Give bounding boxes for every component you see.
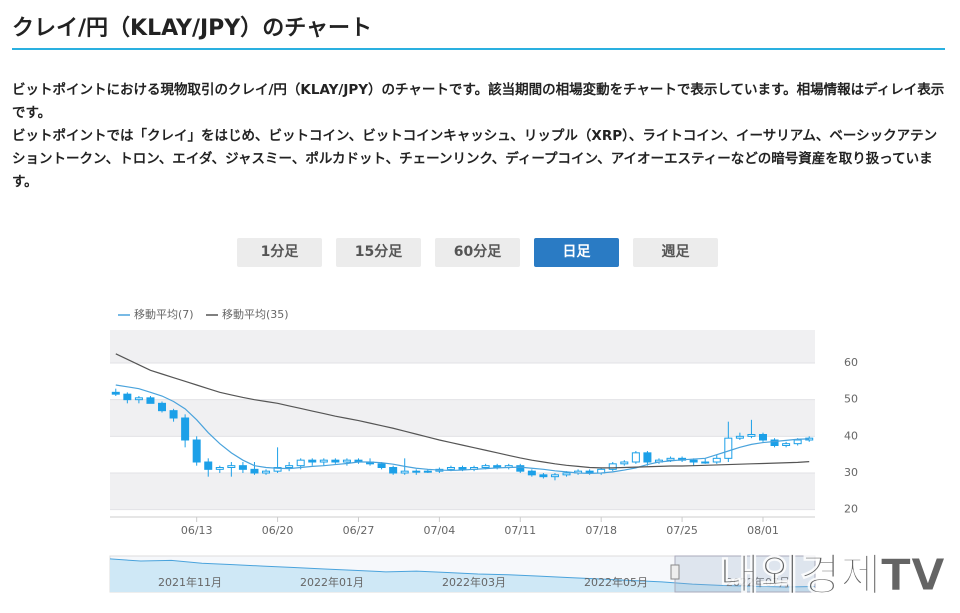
navigator-handle	[670, 564, 680, 580]
candle-body	[111, 391, 120, 395]
candle-body	[770, 439, 779, 446]
grid-band	[110, 399, 815, 437]
candle-body	[712, 457, 721, 463]
candle-body	[481, 465, 490, 469]
interval-button[interactable]: 1分足	[237, 238, 322, 267]
candle-body	[747, 434, 756, 437]
candle-body	[620, 461, 629, 465]
interval-button[interactable]: 週足	[633, 238, 718, 267]
candle-body	[204, 461, 213, 470]
x-tick-label: 08/01	[747, 524, 779, 537]
navigator-label: 2021年11月	[158, 575, 222, 589]
moving-average-line	[115, 353, 810, 469]
candle-body	[181, 417, 190, 441]
candle-body	[331, 459, 340, 463]
candle-body	[296, 459, 305, 467]
chart: 20 30 40 50 60 06/13 06/20 06/27 07/04 07/11 07/18…	[109, 307, 946, 602]
x-tick-label: 06/13	[181, 524, 213, 537]
legend-label: 移動平均(7)	[134, 307, 194, 321]
x-tick-label: 07/25	[666, 524, 698, 537]
candle-body	[562, 472, 571, 476]
candle-body	[215, 467, 224, 470]
candle-body	[377, 463, 386, 468]
y-tick-label: 50	[844, 393, 858, 406]
candle-body	[342, 459, 351, 463]
candle-body	[724, 437, 733, 459]
title-rule	[12, 48, 945, 50]
interval-button[interactable]: 60分足	[435, 238, 520, 267]
description: ビットポイントにおける現物取引のクレイ/円（KLAY/JPY）のチャートです。該…	[12, 79, 947, 194]
candle-body	[169, 410, 178, 419]
candle-body	[423, 470, 432, 473]
candle-body	[250, 468, 259, 474]
navigator-label: 2022年07月	[726, 575, 790, 589]
candle-body	[666, 457, 675, 461]
navigator-selection	[674, 555, 816, 593]
y-tick-label: 30	[844, 466, 858, 479]
navigator-line	[109, 558, 816, 588]
candle-body	[631, 452, 640, 463]
candle-body	[735, 435, 744, 439]
legend-label: 移動平均(35)	[222, 307, 289, 321]
y-tick-label: 20	[844, 503, 858, 516]
candle-body	[123, 393, 132, 401]
candle-body	[389, 467, 398, 474]
candle-body	[146, 397, 155, 404]
interval-button[interactable]: 日足	[534, 238, 619, 267]
x-tick-label: 07/18	[585, 524, 617, 537]
candle-body	[308, 459, 317, 463]
candle-body	[446, 467, 455, 470]
candle-body	[158, 402, 167, 412]
candle-body	[689, 459, 698, 463]
candle-body	[262, 470, 271, 474]
candle-body	[400, 470, 409, 474]
interval-buttons: 1分足 15分足 60分足 日足 週足	[237, 238, 718, 267]
x-tick-label: 06/20	[262, 524, 294, 537]
candle-body	[192, 439, 201, 463]
navigator-label: 2022年01月	[300, 575, 364, 589]
candle-body	[550, 474, 559, 478]
candle-body	[273, 467, 282, 472]
navigator-label: 2022年05月	[584, 575, 648, 589]
y-tick-label: 60	[844, 356, 858, 369]
page-title: クレイ/円（KLAY/JPY）のチャート	[12, 16, 373, 41]
candle-body	[608, 463, 617, 470]
description-paragraph: ビットポイントにおける現物取引のクレイ/円（KLAY/JPY）のチャートです。該…	[12, 82, 945, 121]
x-tick-label: 07/04	[424, 524, 456, 537]
candle-body	[227, 465, 236, 469]
candle-body	[527, 470, 536, 476]
watermark: 내외경제TV	[719, 550, 945, 601]
candle-body	[319, 459, 328, 463]
candle-body	[134, 397, 143, 401]
x-tick-label: 07/11	[504, 524, 536, 537]
candle-body	[285, 465, 294, 469]
candle-body	[238, 465, 247, 470]
grid-band	[110, 330, 815, 363]
candle-body	[758, 434, 767, 441]
candle-body	[516, 465, 525, 472]
y-tick-label: 40	[844, 429, 858, 442]
x-tick-label: 06/27	[343, 524, 375, 537]
candle-body	[643, 452, 652, 463]
candle-body	[701, 461, 710, 464]
navigator-label: 2022年03月	[442, 575, 506, 589]
description-paragraph: ビットポイントでは「クレイ」をはじめ、ビットコイン、ビットコインキャッシュ、リッ…	[12, 128, 938, 190]
candle-body	[793, 439, 802, 445]
candle-body	[458, 467, 467, 470]
interval-button[interactable]: 15分足	[336, 238, 421, 267]
moving-average-line	[115, 384, 810, 474]
candle-body	[782, 443, 791, 447]
candle-body	[412, 470, 421, 473]
candle-body	[539, 474, 548, 478]
grid-band	[110, 473, 815, 510]
